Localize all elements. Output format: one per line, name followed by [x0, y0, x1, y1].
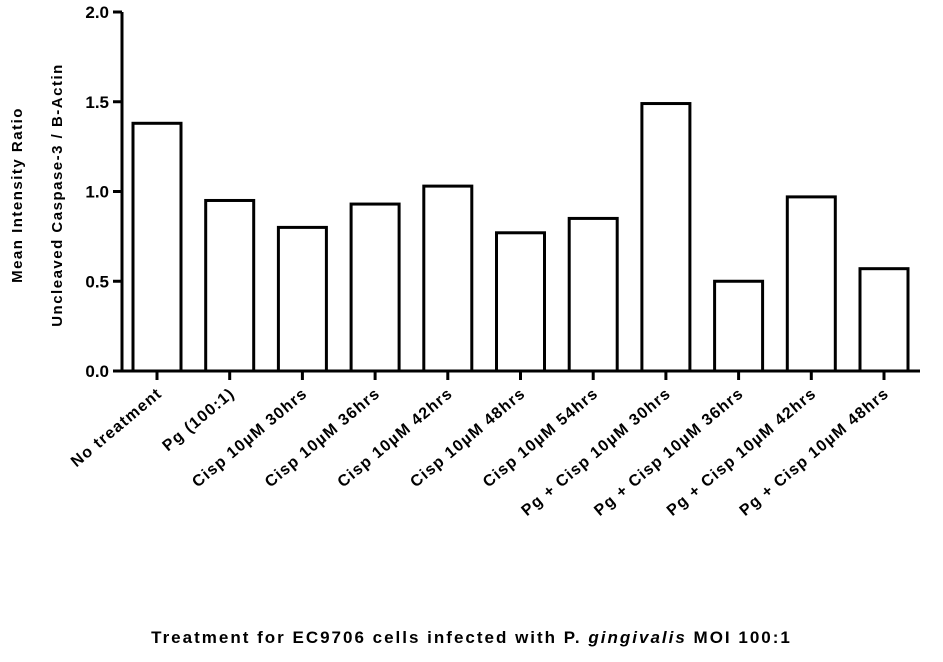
- y-axis-title-line-1: Mean Intensity Ratio: [9, 107, 26, 283]
- x-tick-label: Pg + Cisp 10µM 36hrs: [591, 385, 747, 520]
- y-axis-title-line-2: Uncleaved Caspase-3 / B-Actin: [49, 63, 66, 327]
- bar: [276, 225, 328, 373]
- x-tick-label: Pg + Cisp 10µM 48hrs: [737, 385, 893, 520]
- x-tick-label: No treatment: [68, 385, 166, 471]
- bar: [204, 198, 256, 373]
- bar: [785, 195, 837, 373]
- y-tick-label: 1.5: [85, 93, 109, 112]
- y-tick-label: 1.0: [85, 183, 109, 202]
- bar: [858, 267, 910, 373]
- x-tick-label: Pg + Cisp 10µM 42hrs: [664, 385, 820, 520]
- bars: [131, 102, 910, 373]
- x-axis-title-prefix: Treatment for EC9706 cells infected with…: [151, 628, 589, 647]
- x-axis-title-suffix: MOI 100:1: [686, 628, 792, 647]
- x-axis-title: Treatment for EC9706 cells infected with…: [0, 628, 943, 648]
- bar: [567, 216, 619, 373]
- y-tick-label: 2.0: [85, 3, 109, 22]
- bar: [131, 121, 183, 373]
- x-tick-label: Pg (100:1): [160, 385, 239, 455]
- bar: [640, 102, 692, 373]
- bar: [495, 231, 546, 373]
- y-axis-title: Mean Intensity Ratio Uncleaved Caspase-3…: [9, 63, 66, 327]
- x-axis-title-italic: gingivalis: [588, 628, 687, 647]
- bar: [713, 279, 765, 373]
- bar: [422, 184, 474, 373]
- y-axis: 0.0 0.5 1.0 1.5 2.0: [85, 3, 124, 381]
- y-tick-label: 0.5: [85, 272, 109, 291]
- x-tick-label: Pg + Cisp 10µM 30hrs: [519, 385, 675, 520]
- bar: [349, 202, 401, 373]
- y-tick-label: 0.0: [85, 362, 109, 381]
